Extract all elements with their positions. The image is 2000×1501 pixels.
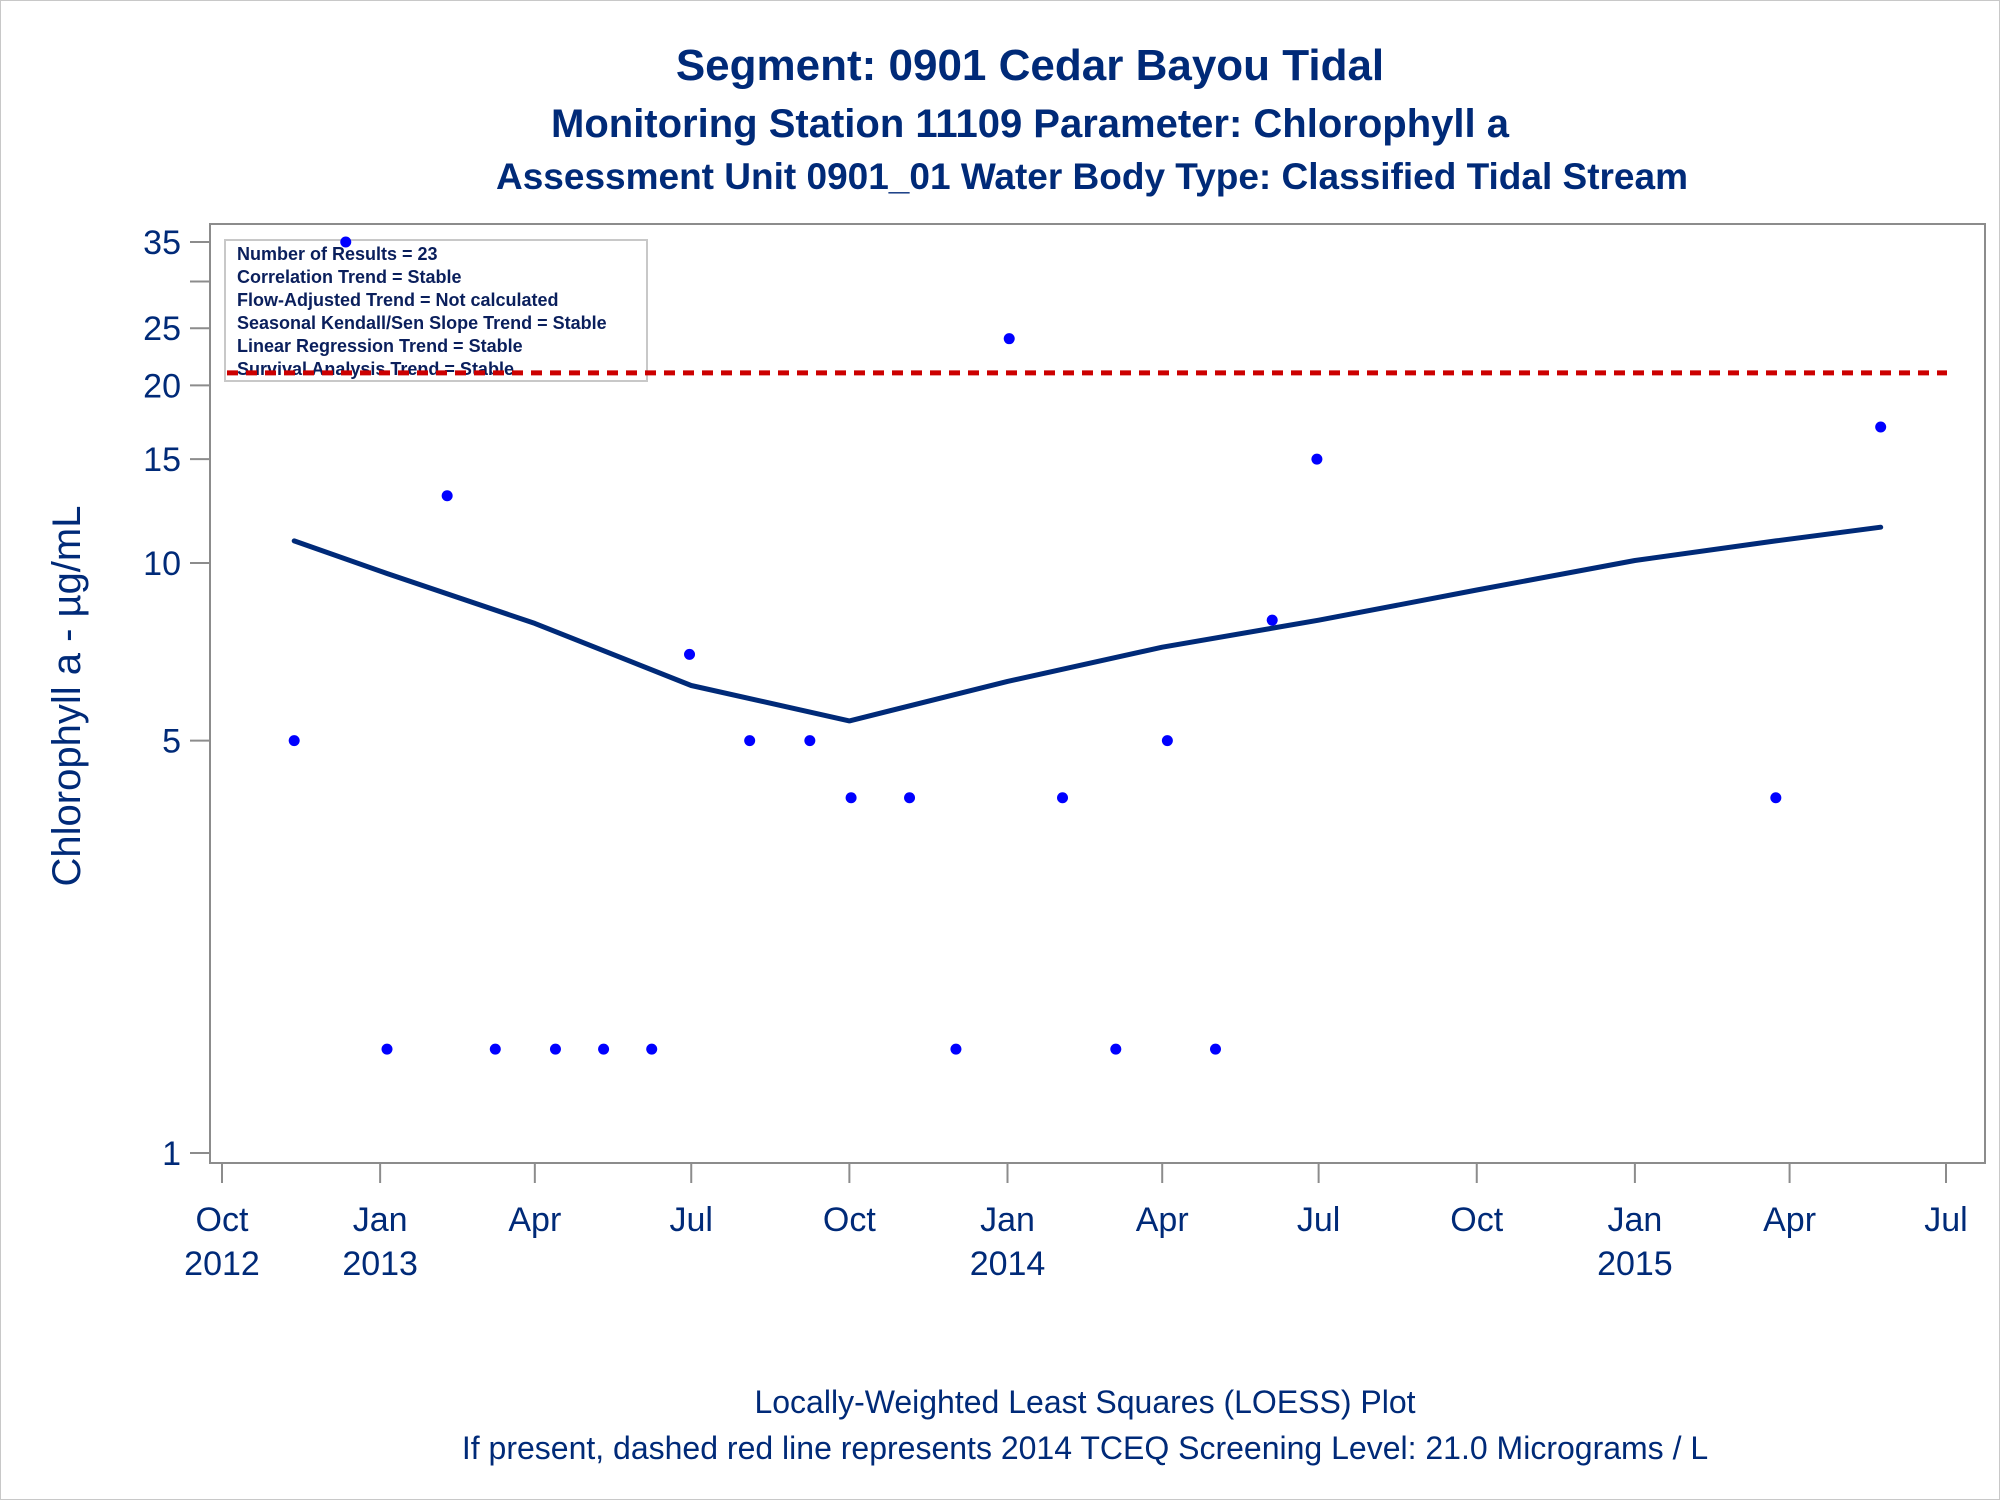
x-tick-label-year: 2015: [1597, 1245, 1673, 1283]
legend-entry: Number of Results = 23: [237, 244, 438, 264]
y-tick-label: 5: [162, 723, 181, 761]
chart-title: Segment: 0901 Cedar Bayou Tidal: [676, 41, 1384, 90]
points-layer: [288, 236, 1887, 1055]
data-point: [549, 1043, 561, 1055]
data-point: [1311, 453, 1323, 465]
legend-entry: Survival Analysis Trend = Stable: [237, 359, 514, 379]
legend-entry: Linear Regression Trend = Stable: [237, 336, 523, 356]
data-point: [598, 1043, 610, 1055]
data-point: [1266, 614, 1278, 626]
data-point: [744, 735, 756, 747]
x-tick-label-month: Apr: [1763, 1201, 1816, 1239]
y-tick-label: 25: [143, 310, 181, 348]
data-point: [950, 1043, 962, 1055]
data-point: [381, 1043, 393, 1055]
x-tick-label-month: Oct: [196, 1201, 249, 1239]
x-tick-label-month: Jan: [980, 1201, 1035, 1239]
data-point: [1057, 792, 1069, 804]
x-tick-label-month: Jul: [1924, 1201, 1967, 1239]
legend: Number of Results = 23 Correlation Trend …: [224, 239, 648, 382]
loess-curve: [291, 524, 1884, 724]
y-tick-label: 1: [162, 1135, 181, 1173]
legend-entry: Seasonal Kendall/Sen Slope Trend = Stabl…: [237, 313, 607, 333]
data-point: [904, 792, 916, 804]
x-tick-label-month: Jan: [1607, 1201, 1662, 1239]
legend-entry: Flow-Adjusted Trend = Not calculated: [237, 290, 559, 310]
footnote-2: If present, dashed red line represents 2…: [462, 1430, 1708, 1466]
x-tick-label-month: Oct: [823, 1201, 876, 1239]
footnote-1: Locally-Weighted Least Squares (LOESS) P…: [754, 1384, 1415, 1420]
y-tick-label: 15: [143, 441, 181, 479]
chart-subtitle: Monitoring Station 11109 Parameter: Chlo…: [551, 102, 1510, 146]
x-tick-label-month: Jul: [1297, 1201, 1340, 1239]
y-axis-label: Chlorophyll a - µg/mL: [45, 506, 89, 887]
y-tick-label: 20: [143, 367, 181, 405]
data-point: [1770, 792, 1782, 804]
data-point: [340, 236, 352, 248]
data-point: [845, 792, 857, 804]
legend-entry: Correlation Trend = Stable: [237, 267, 462, 287]
data-point: [1110, 1043, 1122, 1055]
data-point: [489, 1043, 501, 1055]
data-point: [1003, 333, 1015, 345]
loess-layer: [291, 524, 1884, 724]
x-tick-label-year: 2012: [184, 1245, 260, 1283]
x-tick-label-month: Apr: [508, 1201, 561, 1239]
chart-subtitle-2: Assessment Unit 0901_01 Water Body Type:…: [496, 156, 1688, 197]
x-tick-label-month: Oct: [1450, 1201, 1503, 1239]
x-tick-label-year: 2014: [970, 1245, 1046, 1283]
data-point: [1161, 735, 1173, 747]
x-axis: Oct 2012 Jan 2013 Apr Jul Oct Jan 2014 Apr Jul Oct J…: [184, 1163, 1968, 1283]
x-tick-label-year: 2013: [342, 1245, 418, 1283]
x-tick-label-month: Jul: [670, 1201, 713, 1239]
data-point: [804, 735, 816, 747]
data-point: [1209, 1043, 1221, 1055]
data-point: [646, 1043, 658, 1055]
legend-box: [224, 239, 648, 382]
data-point: [1875, 421, 1887, 433]
data-point: [684, 648, 696, 660]
y-tick-label: 10: [143, 545, 181, 583]
data-point: [441, 490, 453, 502]
x-tick-label-month: Jan: [353, 1201, 408, 1239]
data-point: [288, 735, 300, 747]
y-tick-label: 35: [143, 224, 181, 262]
x-tick-label-month: Apr: [1136, 1201, 1189, 1239]
